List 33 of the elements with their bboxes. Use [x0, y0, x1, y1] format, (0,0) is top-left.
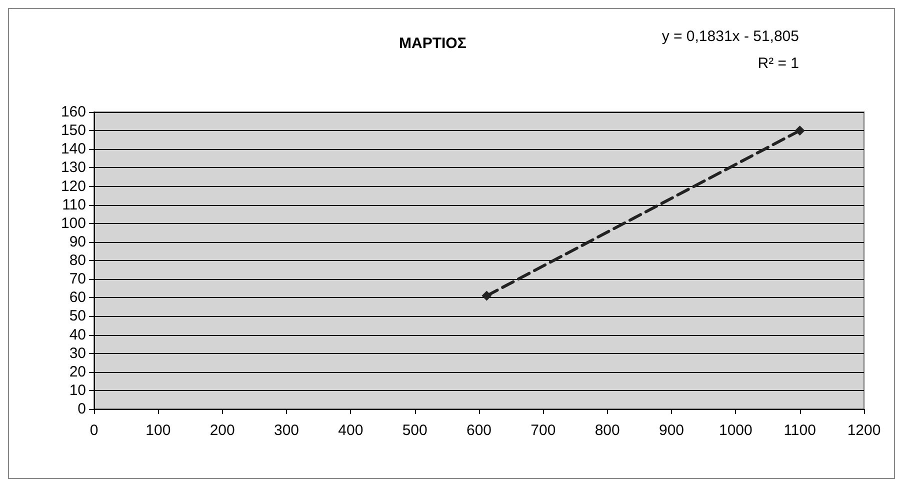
y-tick-label: 100 — [60, 214, 86, 232]
y-tick-label: 60 — [69, 289, 86, 306]
text: y = 0,1831x - 51,805 — [662, 28, 799, 45]
x-tick-label: 600 — [466, 422, 492, 439]
x-tick-label: 700 — [530, 422, 556, 439]
x-tick-label: 800 — [594, 422, 620, 439]
text: R² = 1 — [758, 55, 799, 72]
y-tick-label: 110 — [62, 196, 86, 214]
y-tick-label: 130 — [60, 159, 86, 176]
x-tick-label: 1000 — [718, 422, 752, 439]
x-tick-label: 500 — [402, 422, 428, 439]
y-tick-label: 90 — [69, 233, 86, 250]
y-tick-label: 40 — [69, 326, 86, 344]
y-tick-label: 150 — [60, 122, 86, 140]
y-tick-label: 160 — [60, 104, 86, 120]
x-tick-label: 1200 — [847, 422, 881, 439]
y-tick-label: 0 — [78, 400, 86, 418]
x-tick-label: 200 — [210, 422, 235, 439]
y-tick-label: 50 — [69, 308, 86, 325]
y-tick-label: 20 — [69, 363, 86, 380]
x-tick-label: 300 — [274, 422, 300, 439]
y-tick-label: 30 — [69, 344, 86, 362]
y-tick-label: 120 — [60, 178, 86, 195]
y-tick-label: 10 — [69, 382, 86, 399]
chart-title: ΜΑΡΤΙΟΣ — [399, 35, 466, 52]
y-tick-label: 80 — [69, 252, 86, 269]
y-tick-label: 140 — [60, 140, 86, 158]
x-tick-label: 900 — [658, 422, 684, 439]
x-tick-label: 0 — [90, 422, 98, 439]
x-tick-label: 100 — [146, 422, 171, 439]
x-tick-label: 1100 — [784, 422, 816, 439]
x-tick-label: 400 — [338, 422, 364, 439]
y-tick-label: 70 — [69, 270, 86, 288]
